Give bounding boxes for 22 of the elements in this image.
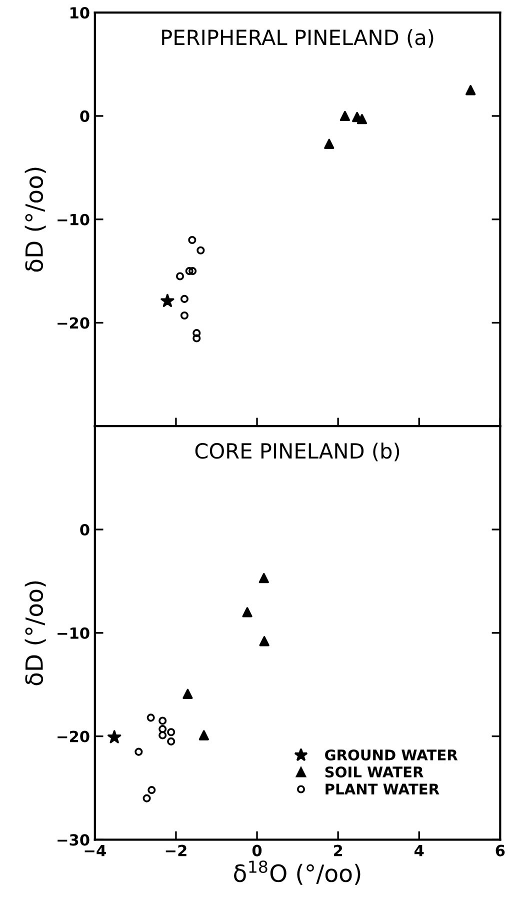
- y-tick-label: 0: [80, 524, 90, 536]
- y-tick-label: −20: [58, 730, 90, 742]
- y-tick-label: 10: [70, 7, 90, 19]
- x-tick-label: −2: [166, 844, 186, 856]
- y-tick-label: −30: [58, 834, 90, 846]
- y-axis-title: δD (°/oo): [24, 168, 46, 272]
- y-tick-label: −10: [58, 214, 90, 226]
- y-tick-label: 0: [80, 110, 90, 122]
- x-tick-label: 6: [496, 844, 505, 856]
- x-tick-label: −4: [84, 844, 106, 856]
- legend-label: GROUND WATER: [325, 749, 458, 760]
- x-tick-label: 0: [252, 844, 262, 856]
- text: PERIPHERAL PINELAND (a): [162, 29, 434, 48]
- y-tick-label: −20: [58, 317, 90, 329]
- legend-label: SOIL WATER: [325, 766, 424, 778]
- y-tick-label: −10: [58, 627, 90, 639]
- y-axis-title: δD (°/oo): [24, 581, 46, 686]
- x-tick-label: 4: [414, 844, 424, 856]
- text: CORE PINELAND (b): [195, 442, 400, 462]
- legend-label: PLANT WATER: [326, 784, 440, 794]
- x-tick-label: 2: [334, 844, 342, 856]
- x-axis-title: δ$^{18}$O (°/oo): [234, 860, 360, 885]
